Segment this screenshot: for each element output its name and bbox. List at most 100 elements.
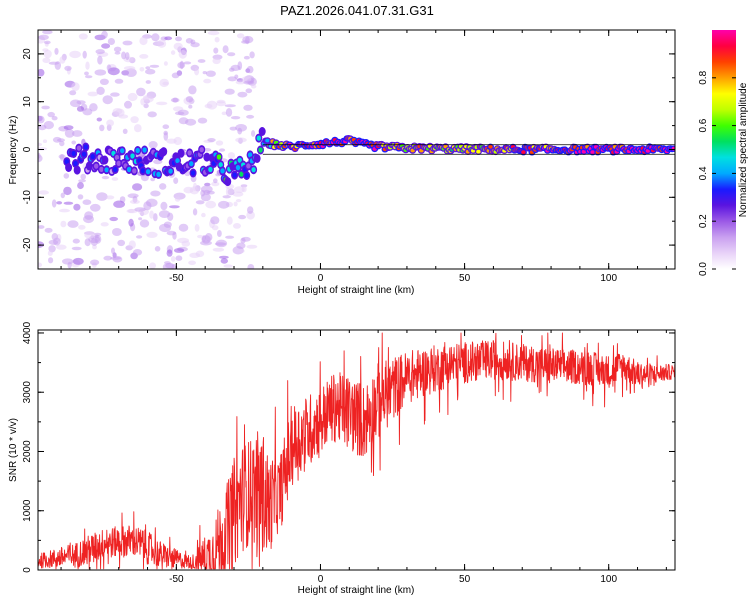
- spectrogram-noise-blob: [170, 97, 180, 103]
- spectrogram-noise-blob: [243, 104, 253, 111]
- spectrogram-ridge-cell: [132, 168, 137, 174]
- spectrogram-noise-blob: [61, 258, 74, 265]
- spectrogram-noise-blob: [215, 140, 224, 146]
- spectrogram-ridge-cell: [265, 138, 270, 143]
- spectrogram-noise-blob: [113, 200, 125, 208]
- spectrogram-noise-blob: [128, 240, 136, 249]
- spectrogram-noise-blob: [134, 207, 146, 212]
- spectrogram-noise-blob: [251, 84, 257, 89]
- spectrogram-noise-blob: [38, 142, 43, 147]
- spectrogram-noise-blob: [227, 152, 236, 159]
- spectrogram-noise-blob: [192, 208, 198, 216]
- spectrogram-noise-blob: [241, 40, 250, 44]
- spectrogram-noise-blob: [185, 96, 194, 103]
- spectrogram-noise-blob: [43, 121, 54, 130]
- spectrogram-noise-blob: [78, 33, 88, 40]
- spectrogram-noise-blob: [212, 57, 221, 65]
- spectrogram-ridge-cell: [220, 168, 225, 174]
- spectrogram-noise-blob: [194, 67, 200, 76]
- spectrogram-noise-blob: [90, 259, 100, 266]
- spectrogram-noise-blob: [162, 124, 170, 129]
- spectrogram-noise-blob: [217, 230, 222, 237]
- spectrogram-noise-blob: [67, 220, 79, 228]
- spectrogram-ridge-cell: [199, 147, 204, 153]
- spectrogram-noise-blob: [59, 154, 65, 161]
- spectrogram-noise-blob: [193, 182, 197, 192]
- spectrogram-noise-blob: [235, 137, 247, 143]
- spectrogram-noise-blob: [194, 224, 200, 232]
- spectrogram-noise-blob: [101, 43, 111, 49]
- spectrogram-noise-blob: [163, 132, 169, 141]
- colorbar-tick-label: 0.6: [698, 118, 709, 132]
- spectrogram-noise-blob: [213, 178, 218, 184]
- spectrogram-noise-blob: [127, 208, 135, 213]
- spectrogram-ridge-cell: [75, 167, 80, 173]
- spectrogram-noise-blob: [195, 250, 205, 258]
- spectrogram-noise-blob: [44, 227, 53, 233]
- y-tick-label: 4000: [22, 321, 33, 344]
- spectrogram-noise-blob: [157, 39, 167, 48]
- spectrogram-noise-blob: [212, 247, 225, 252]
- spectrogram-noise-blob: [77, 181, 84, 190]
- spectrogram-noise-blob: [150, 177, 156, 182]
- spectrogram-noise-blob: [124, 100, 132, 109]
- spectrogram-noise-blob: [118, 114, 129, 119]
- spectrogram-noise-blob: [78, 224, 86, 230]
- x-tick-label: 50: [459, 574, 471, 585]
- spectrogram-noise-blob: [71, 140, 76, 145]
- spectrogram-noise-blob: [143, 201, 152, 211]
- spectrogram-noise-blob: [227, 76, 238, 82]
- colorbar-tick-label: 0.2: [698, 214, 709, 228]
- spectrogram-noise-blob: [225, 108, 233, 117]
- spectrogram-noise-blob: [241, 185, 247, 193]
- spectrogram-noise-blob: [145, 80, 151, 84]
- spectrogram-noise-blob: [222, 195, 231, 199]
- spectrogram-noise-blob: [59, 140, 65, 147]
- spectrogram-noise-blob: [166, 249, 173, 257]
- spectrogram-ridge-cell: [244, 172, 249, 179]
- spectrogram-noise-blob: [225, 235, 235, 239]
- colorbar-tick-label: 0.0: [698, 262, 709, 276]
- spectrogram-noise-blob: [99, 78, 109, 86]
- spectrogram-ridge-cell: [83, 144, 89, 150]
- spectrogram-noise-blob: [207, 30, 220, 36]
- spectrogram-ridge-cell: [81, 151, 87, 157]
- spectrogram-noise-blob: [159, 223, 171, 233]
- spectrogram-noise-blob: [154, 246, 161, 252]
- spectrogram-noise-blob: [235, 80, 246, 85]
- spectrogram-noise-blob: [166, 138, 177, 144]
- spectrogram-ridge-cell: [73, 160, 78, 167]
- spectrogram-noise-blob: [51, 199, 57, 208]
- spectrogram-noise-blob: [178, 223, 189, 232]
- spectrogram-noise-blob: [233, 223, 241, 229]
- spectrogram-noise-blob: [132, 249, 143, 256]
- spectrogram-noise-blob: [76, 106, 85, 112]
- spectrogram-noise-blob: [80, 173, 86, 180]
- spectrogram-noise-blob: [149, 64, 160, 68]
- spectrogram-noise-blob: [226, 216, 233, 225]
- spectrogram-noise-blob: [87, 91, 99, 97]
- spectrogram-noise-blob: [123, 66, 136, 71]
- spectrogram-ridge-cell: [161, 149, 166, 155]
- spectrogram-noise-blob: [203, 78, 212, 84]
- spectrogram-noise-blob: [169, 205, 180, 209]
- spectrogram-noise-blob: [138, 217, 143, 221]
- spectrogram-noise-blob: [204, 182, 211, 187]
- y-tick-label: 3000: [22, 381, 33, 404]
- spectrogram-noise-blob: [207, 138, 216, 142]
- spectrogram-noise-blob: [60, 220, 67, 228]
- spectrogram-noise-blob: [139, 36, 148, 46]
- spectrogram-noise-blob: [247, 206, 254, 214]
- spectrogram-noise-blob: [139, 67, 145, 72]
- spectrogram-noise-blob: [245, 88, 253, 94]
- spectrogram-ridge-cell: [178, 150, 184, 156]
- spectrogram-noise-blob: [94, 69, 107, 76]
- spectrogram-noise-blob: [78, 179, 86, 183]
- colorbar: 0.0 0.2 0.4 0.6 0.8 Normalized spectral ampl…: [698, 30, 749, 276]
- spectrogram-noise-blob: [221, 111, 227, 116]
- colorbar-tick-label: 0.4: [698, 166, 709, 180]
- spectrogram-noise-blob: [200, 193, 211, 202]
- spectrogram-noise-blob: [188, 104, 193, 109]
- spectrogram-noise-blob: [38, 68, 45, 77]
